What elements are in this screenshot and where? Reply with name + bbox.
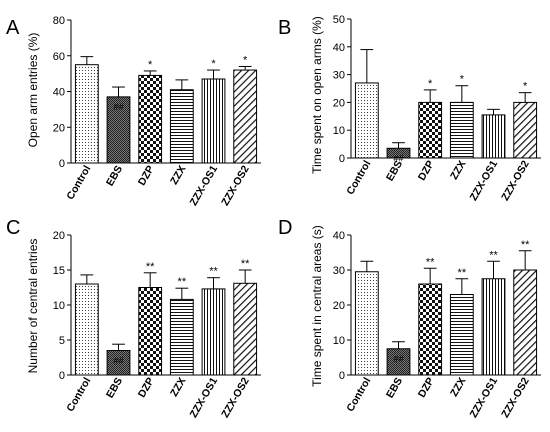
panel-c-x-tick-label: EBS <box>104 376 125 401</box>
panel-c: C Number of central entries 0 5 10 15 20 Cont… <box>6 217 261 420</box>
panel-b-significance-marker: * <box>428 78 433 90</box>
panel-a-y-tick-label: 80 <box>53 15 65 27</box>
panel-a-x-tick-label: ZZX-OS2 <box>219 163 252 208</box>
panel-b-significance-marker: * <box>523 81 528 93</box>
panel-a-bar-zzx <box>169 89 194 164</box>
panel-a-significance-marker: * <box>243 54 248 66</box>
panel-c-y-tick-label: 20 <box>53 230 65 242</box>
panel-c-x-tick-label: DZP <box>136 376 157 400</box>
panel-a: A Open arm entries (%) 0 20 40 60 80 Control #… <box>6 15 261 208</box>
panel-c-bar-zzx-os2 <box>233 282 258 376</box>
panel-b-bar-zzx-os1 <box>481 114 506 159</box>
panel-c-ylabel: Number of central entries <box>26 239 40 374</box>
panel-b-y-tick-label: 20 <box>333 97 345 109</box>
panel-a-bar-zzx-os1 <box>201 78 226 164</box>
panel-d-x-tick-label: ZZX-OS1 <box>468 375 501 420</box>
panel-a-label: A <box>6 17 20 39</box>
panel-b-bar-dzp <box>418 101 443 159</box>
panel-a-y-tick-label: 60 <box>53 51 65 63</box>
panel-b-x-tick-label: Control <box>344 158 373 196</box>
panel-d-significance-marker: ** <box>521 239 530 251</box>
panel-d-x-tick-label: EBS <box>384 376 405 401</box>
panel-b-x-tick-label: ZZX-OS2 <box>499 158 532 203</box>
panel-d-x-tick-label: ZZX <box>448 376 468 399</box>
panel-a-significance-marker: * <box>211 58 216 70</box>
panel-d-label: D <box>278 217 292 239</box>
panel-d: D Time spent in central areas (s) 0 10 20 3… <box>278 217 541 420</box>
panel-d-y-tick-label: 40 <box>333 230 345 242</box>
panel-a-x-tick-label: EBS <box>104 164 125 189</box>
panel-d-bar-zzx <box>449 294 474 376</box>
panel-d-y-tick-label: 30 <box>333 265 345 277</box>
panel-a-y-tick-label: 40 <box>53 87 65 99</box>
panel-c-bar-dzp <box>138 287 163 376</box>
panel-d-significance-marker: ** <box>489 249 498 261</box>
panel-b-bar-control <box>354 82 379 159</box>
panel-a-y-tick-label: 0 <box>59 158 65 170</box>
panel-a-x-tick-label: ZZX-OS1 <box>188 163 221 208</box>
panel-d-x-tick-label: Control <box>344 375 373 413</box>
panel-c-plot: 0 5 10 15 20 Control ## EBS ** DZP ** ZZX ** ZZX-OS1 *… <box>53 230 261 420</box>
panel-c-bar-control <box>74 283 99 376</box>
panel-c-x-tick-label: ZZX-OS1 <box>188 375 221 420</box>
panel-c-y-tick-label: 0 <box>59 370 65 382</box>
panel-d-bar-zzx-os2 <box>513 269 538 376</box>
panel-d-x-tick-label: ZZX-OS2 <box>499 375 532 420</box>
panel-c-significance-marker: ** <box>178 276 187 288</box>
panel-d-y-tick-label: 0 <box>339 370 345 382</box>
panel-c-x-tick-label: Control <box>64 375 93 413</box>
panel-c-significance-marker: ** <box>146 261 155 273</box>
panel-d-plot: 0 10 20 30 40 Control ## EBS ** DZP ** ZZX ** ZZX-OS1… <box>333 230 541 420</box>
panel-b-x-tick-label: ZZX <box>448 159 468 182</box>
panel-d-y-tick-label: 20 <box>333 300 345 312</box>
panel-c-y-tick-label: 5 <box>59 335 65 347</box>
panel-a-significance-marker: ## <box>113 102 123 112</box>
panel-c-y-tick-label: 15 <box>53 265 65 277</box>
panel-b-y-tick-label: 10 <box>333 125 345 137</box>
panel-a-bar-dzp <box>138 74 163 164</box>
panel-a-x-tick-label: ZZX <box>168 164 188 187</box>
panel-b-x-tick-label: DZP <box>416 159 437 183</box>
panel-c-significance-marker: ** <box>241 258 250 270</box>
panel-b-y-tick-label: 0 <box>339 153 345 165</box>
panel-c-x-tick-label: ZZX <box>168 376 188 399</box>
panel-c-significance-marker: ## <box>113 356 123 366</box>
panel-b-y-tick-label: 40 <box>333 42 345 54</box>
panel-b-y-tick-label: 30 <box>333 70 345 82</box>
panel-b-bar-zzx <box>449 101 474 159</box>
panel-a-y-tick-label: 20 <box>53 122 65 134</box>
panel-c-bar-zzx <box>169 298 194 376</box>
panel-b-bar-zzx-os2 <box>513 101 538 159</box>
panel-d-y-tick-label: 10 <box>333 335 345 347</box>
panel-c-bar-zzx-os1 <box>201 288 226 376</box>
panel-b-x-tick-label: ZZX-OS1 <box>468 158 501 203</box>
panel-b-y-tick-label: 50 <box>333 14 345 26</box>
panel-b: B Time spent on open arms (%) 0 10 20 30 40 5… <box>278 14 541 203</box>
panel-d-bar-zzx-os1 <box>481 278 506 376</box>
panel-a-x-tick-label: DZP <box>136 164 157 188</box>
panel-a-plot: 0 20 40 60 80 Control ## EBS * DZP ZZX * ZZX-OS1 * ZZX… <box>53 15 261 208</box>
panel-d-significance-marker: ** <box>458 267 467 279</box>
panel-b-significance-marker: * <box>460 74 465 86</box>
panel-a-significance-marker: * <box>148 59 153 71</box>
panel-c-label: C <box>6 217 20 239</box>
panel-c-y-tick-label: 10 <box>53 300 65 312</box>
panel-a-bar-control <box>74 64 99 164</box>
panel-d-bar-dzp <box>418 283 443 376</box>
panel-a-x-tick-label: Control <box>64 163 93 201</box>
panel-a-bar-zzx-os2 <box>233 69 258 164</box>
panel-c-x-tick-label: ZZX-OS2 <box>219 375 252 420</box>
panel-b-label: B <box>278 17 291 39</box>
panel-d-significance-marker: ## <box>393 354 403 364</box>
panel-b-significance-marker: ## <box>393 153 403 163</box>
panel-d-significance-marker: ** <box>426 256 435 268</box>
panel-a-ylabel: Open arm entries (%) <box>26 33 40 148</box>
panel-d-ylabel: Time spent in central areas (s) <box>310 225 324 387</box>
panel-d-bar-control <box>354 271 379 376</box>
panel-b-ylabel: Time spent on open arms (%) <box>310 16 324 174</box>
panel-d-x-tick-label: DZP <box>416 376 437 400</box>
panel-c-significance-marker: ** <box>209 266 218 278</box>
